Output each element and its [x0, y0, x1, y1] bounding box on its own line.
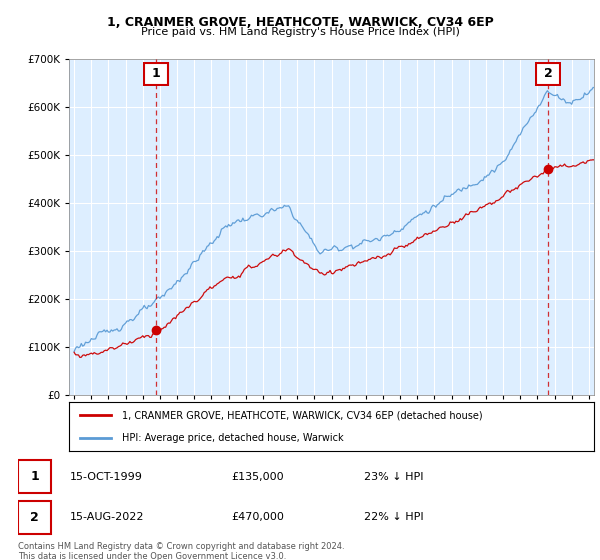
Text: 2: 2: [31, 511, 39, 524]
Text: Contains HM Land Registry data © Crown copyright and database right 2024.
This d: Contains HM Land Registry data © Crown c…: [18, 542, 344, 560]
Text: 22% ↓ HPI: 22% ↓ HPI: [364, 512, 423, 522]
FancyBboxPatch shape: [18, 501, 52, 534]
FancyBboxPatch shape: [536, 63, 560, 85]
Text: HPI: Average price, detached house, Warwick: HPI: Average price, detached house, Warw…: [121, 433, 343, 444]
Text: 1: 1: [31, 470, 39, 483]
Text: £470,000: £470,000: [231, 512, 284, 522]
FancyBboxPatch shape: [18, 460, 52, 493]
Text: 1, CRANMER GROVE, HEATHCOTE, WARWICK, CV34 6EP (detached house): 1, CRANMER GROVE, HEATHCOTE, WARWICK, CV…: [121, 410, 482, 421]
Text: 15-OCT-1999: 15-OCT-1999: [70, 472, 143, 482]
Text: Price paid vs. HM Land Registry's House Price Index (HPI): Price paid vs. HM Land Registry's House …: [140, 27, 460, 37]
Text: 23% ↓ HPI: 23% ↓ HPI: [364, 472, 423, 482]
Text: 15-AUG-2022: 15-AUG-2022: [70, 512, 145, 522]
Text: £135,000: £135,000: [231, 472, 284, 482]
Text: 1: 1: [152, 67, 161, 81]
Text: 2: 2: [544, 67, 553, 81]
Text: 1, CRANMER GROVE, HEATHCOTE, WARWICK, CV34 6EP: 1, CRANMER GROVE, HEATHCOTE, WARWICK, CV…: [107, 16, 493, 29]
FancyBboxPatch shape: [145, 63, 168, 85]
